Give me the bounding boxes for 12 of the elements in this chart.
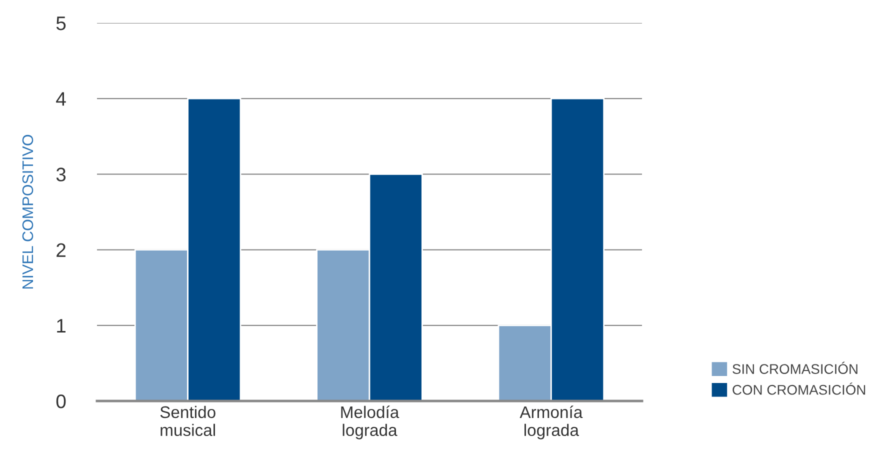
y-tick-label: 1 (57, 319, 66, 332)
x-tick-label: Armonía lograda (520, 406, 583, 440)
y-tick-label: 3 (56, 168, 66, 182)
y-axis-title: NIVEL COMPOSITIVO (22, 134, 34, 289)
legend-label: CON CROMASICIÓN (732, 382, 866, 395)
legend-label: SIN CROMASICIÓN (732, 362, 858, 374)
y-tick-label: 5 (56, 16, 66, 30)
y-tick-label: 0 (56, 394, 66, 408)
y-tick-label: 4 (56, 92, 66, 106)
y-tick-label: 2 (56, 243, 66, 257)
x-tick-label: Melodía lograda (341, 406, 400, 440)
x-tick-label: Sentido musical (160, 406, 216, 436)
